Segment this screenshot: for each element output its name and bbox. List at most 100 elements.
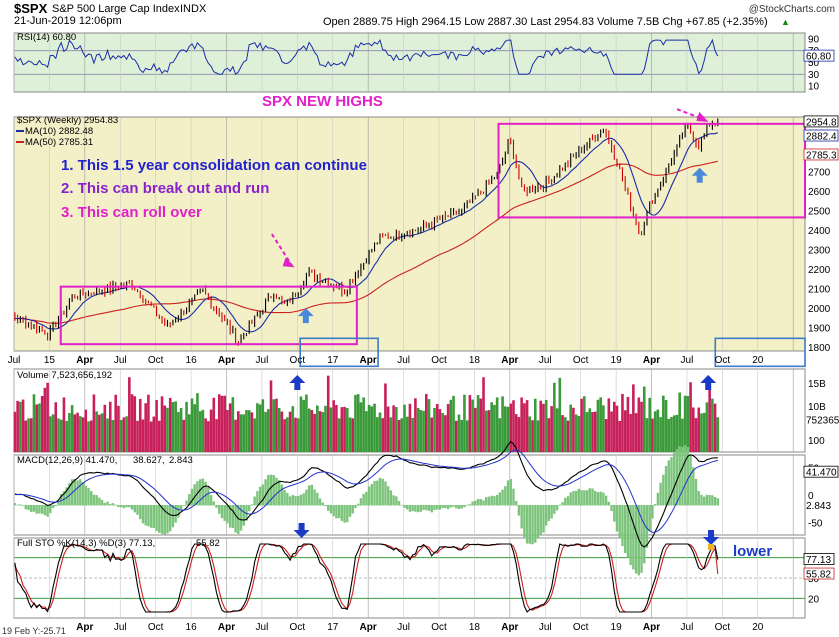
macd-tick-label: 0 — [808, 491, 814, 502]
volume-bar — [615, 405, 619, 452]
macd-hist-bar — [427, 505, 431, 511]
volume-bar — [345, 408, 349, 452]
volume-bar — [310, 410, 314, 452]
macd-hist-bar — [248, 505, 251, 512]
ohlc-readout: Open 2889.75 High 2964.15 Low 2887.30 La… — [323, 16, 768, 28]
macd-hist-bar — [329, 505, 333, 514]
volume-bar — [389, 417, 393, 452]
macd-hist-bar — [81, 481, 85, 506]
volume-bar — [422, 410, 425, 452]
volume-bar — [550, 406, 553, 452]
macd-hist-bar — [253, 496, 256, 506]
x-tick-label: Oct — [573, 355, 589, 366]
volume-bar — [332, 400, 335, 452]
macd-hist-bar — [479, 499, 482, 506]
macd-hist-bar — [307, 485, 311, 506]
macd-hist-bar — [354, 505, 357, 509]
volume-bar — [577, 415, 581, 452]
blue-up-arrow-2016 — [297, 308, 314, 324]
x-tick-label: 18 — [469, 355, 481, 366]
macd-hist-bar — [269, 474, 273, 506]
panel-macd — [13, 454, 806, 536]
macd-hist-bar — [544, 505, 548, 526]
volume-bar — [187, 414, 191, 452]
price-tick-label: 2200 — [808, 265, 831, 276]
rsi-tick-label: 90 — [808, 34, 820, 45]
axis-up-arrow-2019 — [700, 375, 717, 390]
macd-hist-bar — [122, 505, 126, 509]
macd-hist-bar — [21, 505, 25, 506]
volume-bar — [340, 407, 344, 452]
macd-hist-bar — [591, 488, 594, 506]
volume-bar — [277, 407, 281, 452]
macd-hist-bar — [455, 505, 458, 509]
macd-hist-bar — [626, 505, 630, 558]
macd-hist-bar — [35, 505, 38, 514]
price-label-box — [803, 148, 839, 161]
macd-hist-bar — [705, 494, 709, 506]
macd-hist-bar — [681, 446, 684, 506]
macd-hist-bar — [512, 488, 515, 506]
macd-hist-bar — [147, 505, 150, 527]
macd-hist-bar — [155, 505, 158, 532]
macd-hist-bar — [103, 502, 107, 506]
volume-bar — [416, 408, 420, 452]
macd-hist-bar — [553, 505, 556, 514]
macd-hist-bar — [207, 486, 210, 506]
volume-bar — [245, 410, 248, 452]
volume-bar — [318, 411, 322, 452]
macd-hist-bar — [501, 489, 504, 506]
volume-bar — [231, 397, 235, 452]
macd-hist-bar — [446, 505, 450, 509]
volume-bar — [299, 396, 303, 452]
ma50-line — [14, 160, 718, 324]
volume-bar — [326, 375, 330, 452]
volume-bar — [419, 409, 423, 452]
macd-hist-bar — [174, 505, 177, 523]
macd-tick-label: 100 — [808, 436, 825, 447]
volume-bar — [408, 403, 412, 452]
volume-bar — [114, 394, 118, 452]
x-tick-label: 19 — [611, 355, 623, 366]
volume-bar — [400, 418, 404, 452]
macd-tick-label: -50 — [808, 519, 823, 530]
volume-bar — [141, 419, 145, 452]
macd-hist-bar — [130, 505, 134, 510]
macd-title-main: MACD(12,26,9) 41.470, — [17, 455, 117, 466]
macd-hist-bar — [209, 495, 213, 506]
macd-hist-bar — [441, 505, 444, 509]
volume-bar — [686, 395, 690, 452]
macd-hist-bar — [27, 505, 30, 511]
volume-bar — [405, 416, 409, 452]
macd-hist-bar — [318, 498, 322, 506]
macd-signal-line — [14, 449, 718, 533]
volume-bar — [678, 392, 681, 452]
macd-hist-bar — [651, 505, 654, 519]
macd-hist-bar — [19, 504, 22, 506]
volume-bar — [384, 383, 387, 452]
sto-marker — [708, 544, 715, 550]
rsi-label-box — [803, 49, 835, 62]
macd-hist-bar — [89, 491, 93, 506]
volume-bar — [509, 403, 513, 452]
volume-bar — [337, 418, 341, 452]
volume-bar — [506, 406, 510, 452]
volume-bar — [117, 405, 120, 452]
sto-tick-label: 20 — [808, 594, 820, 605]
macd-hist-bar — [653, 503, 657, 506]
macd-hist-bar — [438, 505, 442, 510]
panel-rsi — [13, 32, 806, 93]
volume-bar — [457, 414, 461, 452]
x-tick-label-bottom: 18 — [469, 622, 481, 633]
price-last-label: 2954.8 — [806, 117, 837, 128]
macd-title-signal: 38.627, — [133, 455, 165, 466]
macd-hist-bar — [220, 505, 224, 519]
volume-bar — [574, 414, 578, 452]
volume-bar — [68, 413, 71, 452]
volume-bar — [185, 401, 188, 452]
volume-bar — [166, 407, 169, 452]
macd-hist-bar — [258, 486, 262, 506]
volume-bar — [21, 399, 25, 452]
volume-bar — [659, 417, 662, 452]
volume-bar — [59, 419, 63, 452]
